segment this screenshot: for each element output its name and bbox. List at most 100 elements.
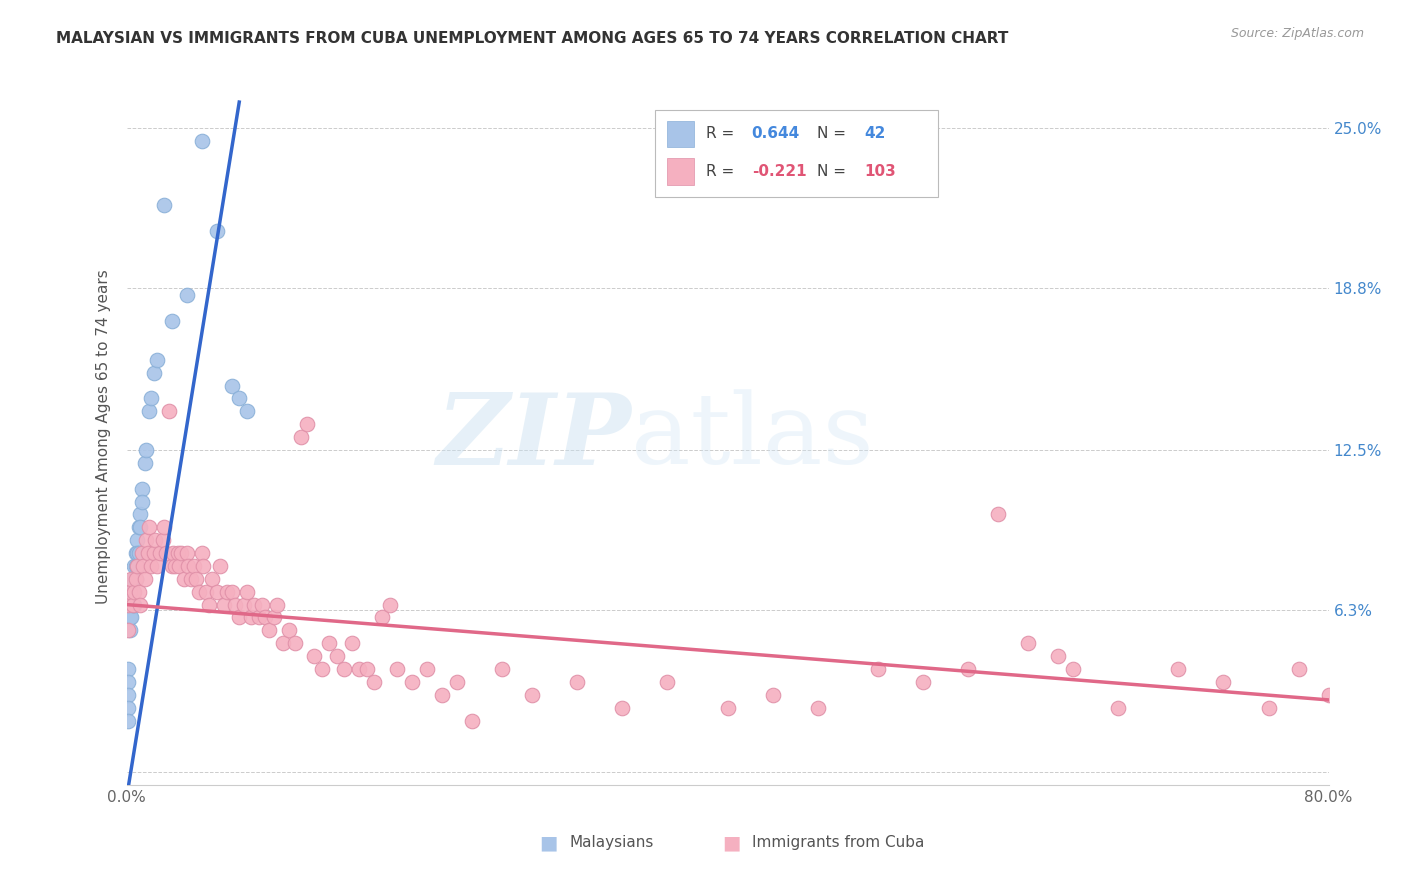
- Point: [117, 674, 139, 689]
- Point: [612, 700, 634, 714]
- Point: [198, 598, 221, 612]
- Point: [153, 520, 176, 534]
- Point: [135, 533, 157, 548]
- Y-axis label: Unemployment Among Ages 65 to 74 years: Unemployment Among Ages 65 to 74 years: [96, 269, 111, 605]
- Point: [177, 558, 200, 573]
- Point: [117, 688, 139, 702]
- Point: [205, 224, 228, 238]
- Point: [145, 352, 167, 367]
- Point: [318, 636, 340, 650]
- Point: [247, 610, 270, 624]
- Text: 0.644: 0.644: [752, 127, 800, 141]
- Point: [176, 288, 198, 302]
- Point: [567, 674, 589, 689]
- Point: [117, 598, 139, 612]
- Point: [311, 662, 333, 676]
- Point: [132, 558, 155, 573]
- Point: [461, 714, 484, 728]
- Point: [180, 572, 202, 586]
- Point: [217, 584, 239, 599]
- Point: [143, 533, 166, 548]
- Point: [125, 558, 148, 573]
- Point: [160, 558, 183, 573]
- Point: [118, 610, 141, 624]
- Point: [184, 572, 207, 586]
- Point: [235, 584, 259, 599]
- Text: N =: N =: [817, 164, 851, 178]
- Point: [253, 610, 276, 624]
- Point: [340, 636, 363, 650]
- Text: atlas: atlas: [631, 389, 875, 485]
- Text: R =: R =: [706, 164, 740, 178]
- Point: [122, 598, 145, 612]
- Point: [120, 598, 142, 612]
- Point: [155, 546, 177, 560]
- Point: [416, 662, 439, 676]
- Point: [190, 546, 212, 560]
- Point: [221, 584, 243, 599]
- Point: [120, 610, 142, 624]
- Point: [129, 508, 152, 522]
- Point: [1212, 674, 1234, 689]
- Point: [1257, 700, 1279, 714]
- Point: [131, 546, 153, 560]
- Point: [235, 404, 259, 418]
- Bar: [668, 120, 695, 147]
- Point: [284, 636, 307, 650]
- Point: [183, 558, 205, 573]
- Point: [263, 610, 285, 624]
- Point: [160, 314, 183, 328]
- Point: [762, 688, 785, 702]
- Point: [1167, 662, 1189, 676]
- Point: [166, 546, 188, 560]
- Point: [121, 572, 143, 586]
- Point: [446, 674, 468, 689]
- Point: [363, 674, 385, 689]
- Bar: [668, 158, 695, 185]
- Point: [250, 598, 273, 612]
- Point: [120, 572, 142, 586]
- Text: ■: ■: [538, 833, 558, 853]
- Point: [243, 598, 266, 612]
- Text: Source: ZipAtlas.com: Source: ZipAtlas.com: [1230, 27, 1364, 40]
- Point: [378, 598, 401, 612]
- Point: [911, 674, 934, 689]
- Point: [139, 558, 162, 573]
- Point: [371, 610, 394, 624]
- Point: [430, 688, 453, 702]
- Point: [122, 584, 145, 599]
- Point: [149, 546, 172, 560]
- Point: [145, 558, 167, 573]
- Point: [124, 572, 146, 586]
- Point: [1047, 649, 1070, 664]
- Point: [1062, 662, 1084, 676]
- Point: [128, 584, 150, 599]
- Point: [201, 572, 224, 586]
- Point: [228, 610, 250, 624]
- Point: [121, 584, 143, 599]
- Point: [195, 584, 218, 599]
- Point: [1317, 688, 1340, 702]
- Text: Malaysians: Malaysians: [569, 836, 654, 850]
- Point: [522, 688, 544, 702]
- Point: [122, 572, 145, 586]
- Point: [120, 584, 142, 599]
- Point: [716, 700, 740, 714]
- Point: [142, 366, 165, 380]
- Point: [221, 378, 243, 392]
- Point: [131, 494, 153, 508]
- Point: [290, 430, 312, 444]
- Point: [136, 546, 159, 560]
- Point: [134, 456, 156, 470]
- Point: [125, 546, 148, 560]
- Point: [385, 662, 408, 676]
- Point: [657, 674, 679, 689]
- Point: [190, 134, 212, 148]
- Point: [807, 700, 830, 714]
- Point: [193, 558, 215, 573]
- Point: [266, 598, 288, 612]
- Point: [124, 572, 146, 586]
- Point: [491, 662, 513, 676]
- Text: 103: 103: [865, 164, 897, 178]
- Point: [176, 546, 198, 560]
